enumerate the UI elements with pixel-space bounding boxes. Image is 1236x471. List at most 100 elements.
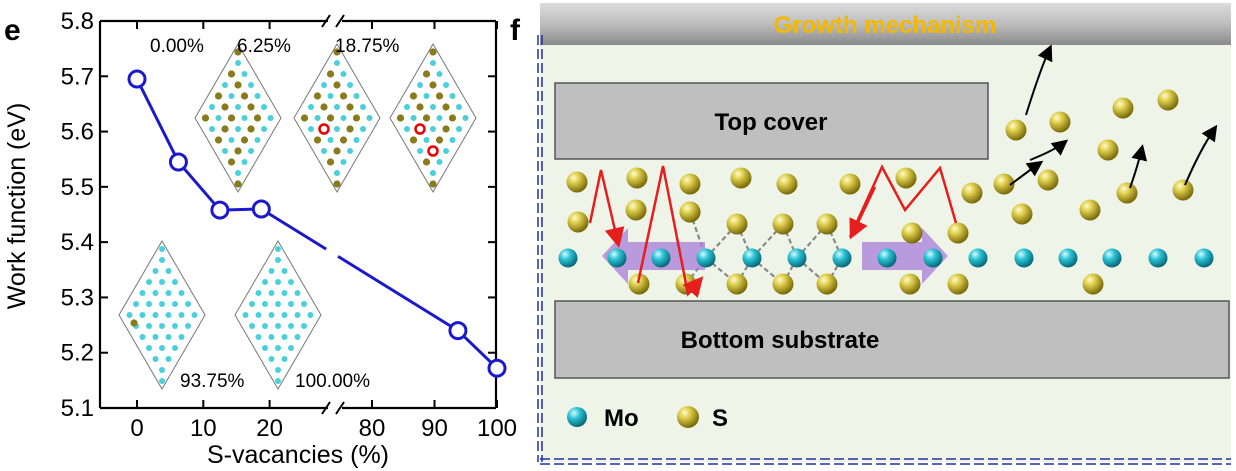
mo-atom	[235, 170, 241, 176]
mo-atom	[255, 312, 262, 318]
bottom-substrate	[554, 300, 1230, 379]
sulfur-atom	[772, 213, 794, 235]
sulfur-atom	[326, 158, 335, 166]
inset-label-2: 18.75%	[335, 36, 400, 57]
mo-atom	[254, 93, 261, 99]
mo-atom	[275, 257, 281, 263]
mo-atom	[281, 334, 288, 340]
sulfur-atom	[227, 114, 236, 122]
y-tick-label: 5.6	[61, 119, 94, 146]
mo-atom	[139, 334, 146, 340]
mo-atom	[347, 148, 353, 154]
y-tick-label: 5.5	[61, 174, 94, 201]
sulfur-atom	[247, 125, 255, 133]
bottom-substrate-label: Bottom substrate	[681, 327, 880, 354]
mo-atom	[159, 279, 165, 285]
sulfur-atom	[396, 114, 405, 122]
sulfur-atom	[901, 222, 923, 244]
sulfur-atom	[1037, 169, 1059, 191]
mo-atom	[360, 126, 366, 132]
mo-atom	[334, 104, 340, 110]
mo-atom	[178, 290, 185, 296]
mo-atom	[314, 115, 321, 121]
sulfur-atom	[422, 158, 431, 166]
mo-atom	[281, 268, 288, 274]
mo-atom	[185, 301, 191, 307]
mo-atom	[294, 312, 301, 318]
mo-atom	[334, 126, 340, 132]
sulfur-atom	[333, 180, 341, 188]
bond	[735, 223, 754, 259]
mo-atom	[152, 290, 159, 296]
mo-atom	[423, 93, 430, 99]
mo-atom	[456, 104, 462, 110]
sulfur-atom	[234, 180, 242, 188]
sulfur-atom	[227, 70, 236, 78]
mo-atom	[301, 323, 307, 329]
axis-break-bottom	[321, 401, 345, 415]
sulfur-atom	[839, 173, 861, 195]
sulfur-atom	[567, 211, 589, 233]
mo-atom	[159, 301, 165, 307]
series-segment	[260, 207, 327, 251]
mo-atom	[152, 268, 159, 274]
mo-atom	[262, 301, 268, 307]
mo-atom	[347, 82, 353, 88]
mo-atom	[268, 334, 275, 340]
mo-atom	[294, 290, 301, 296]
sulfur-atom	[214, 136, 223, 144]
sulfur-atom	[1116, 182, 1138, 204]
mo-atom	[172, 279, 178, 285]
inset-label-1: 6.25%	[237, 36, 291, 57]
sulfur-atom	[320, 103, 328, 111]
mo-atom	[255, 290, 262, 296]
sulfur-atom	[333, 147, 341, 155]
mo-atom	[430, 126, 436, 132]
sulfur-atom	[429, 48, 437, 56]
sulfur-atom	[313, 136, 322, 144]
data-point	[251, 199, 271, 219]
sulfur-atom	[1112, 97, 1134, 119]
mo-atom	[159, 345, 165, 351]
mo-atom	[327, 93, 334, 99]
mo-atom	[146, 323, 152, 329]
mechanism-title: Growth mechanism	[774, 12, 997, 39]
mo-atom	[275, 367, 281, 373]
mo-atom	[185, 323, 191, 329]
mo-atom	[607, 248, 627, 268]
sulfur-atom	[816, 213, 838, 235]
inset-18pct	[389, 43, 477, 193]
legend-mo-icon	[567, 407, 587, 427]
x-axis-ticks: 0 10 20 80 90 100	[130, 21, 517, 442]
mo-atom	[443, 82, 449, 88]
mo-atom	[288, 323, 294, 329]
sulfur-atom	[416, 103, 424, 111]
mo-atom	[165, 356, 172, 362]
lattice-insets	[118, 43, 477, 390]
sulfur-atom	[240, 92, 249, 100]
mo-atom	[133, 301, 139, 307]
sulfur-atom	[333, 81, 341, 89]
sulfur-atom	[730, 167, 752, 189]
mo-atom	[139, 290, 146, 296]
inset-outline	[389, 43, 477, 193]
sulfur-atom	[333, 48, 341, 56]
sulfur-atom	[816, 273, 838, 295]
mo-atom	[558, 248, 578, 268]
sulfur-atom	[253, 114, 262, 122]
sulfur-atom	[1157, 89, 1179, 111]
mo-atom	[152, 312, 159, 318]
growth-arrow-right	[862, 228, 948, 284]
mo-atom	[165, 334, 172, 340]
mo-atom	[832, 248, 852, 268]
mo-atom	[281, 312, 288, 318]
mo-atom	[261, 104, 267, 110]
sulfur-atom	[339, 92, 348, 100]
sulfur-atom	[313, 92, 322, 100]
mo-atom	[321, 82, 327, 88]
sulfur-atom	[772, 273, 794, 295]
mo-atom	[275, 279, 281, 285]
mo-atom	[159, 367, 165, 373]
atoms-layer	[558, 89, 1214, 295]
mo-atom	[262, 279, 268, 285]
